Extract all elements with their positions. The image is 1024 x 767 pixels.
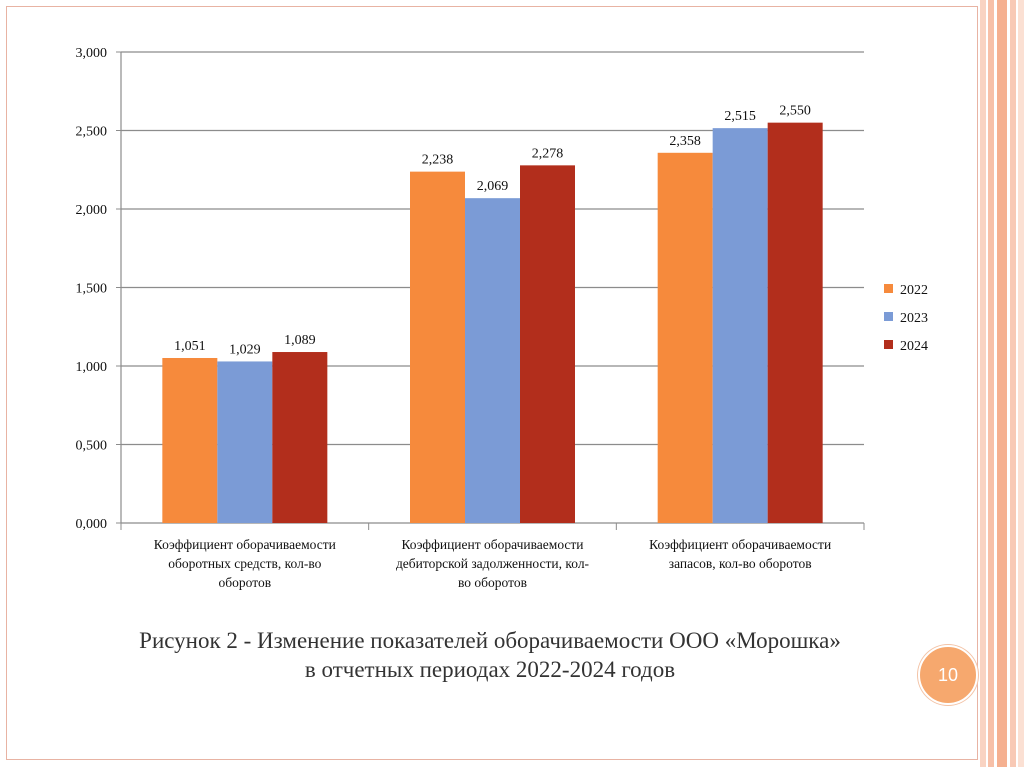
bar-2024 [272,352,328,523]
x-category-label: оборотных средств, кол-во [168,556,321,571]
decorative-side-stripes [980,0,1024,767]
x-axis-categories: Коэффициент оборачиваемости оборотных сре… [154,537,831,590]
x-category-label: оборотов [219,575,272,590]
legend-label-2023: 2023 [900,311,928,326]
y-tick-label: 0,500 [76,439,108,454]
data-label-2023: 1,029 [229,342,261,357]
data-label-2024: 1,089 [284,333,316,348]
x-category-label: запасов, кол-во оборотов [669,556,812,571]
data-label-2022: 2,358 [669,134,701,149]
bar-2022 [162,357,218,523]
x-category-label: Коэффициент оборачиваемости [154,537,336,552]
legend-swatch-2024 [884,340,893,349]
x-category-label: Коэффициент оборачиваемости [649,537,831,552]
legend: 2022 2023 2024 [884,283,928,354]
legend-swatch-2022 [884,284,893,293]
legend-swatch-2023 [884,312,893,321]
figure-caption: Рисунок 2 - Изменение показателей оборач… [60,626,920,684]
x-category-label: Коэффициент оборачиваемости [401,537,583,552]
data-label-2023: 2,515 [724,109,756,124]
y-tick-label: 2,500 [76,125,108,140]
data-label-2024: 2,278 [532,146,564,161]
y-axis-ticks: 0,000 0,500 1,000 1,500 2,000 2,500 3,000 [76,46,121,532]
data-label-2024: 2,550 [779,104,811,119]
data-labels: 1,051 1,029 1,089 2,238 2,069 2,278 2,358 2,515… [174,104,811,358]
caption-line-1: Рисунок 2 - Изменение показателей оборач… [139,628,841,653]
y-tick-label: 0,000 [76,517,108,532]
bar-2023 [465,198,520,524]
legend-label-2022: 2022 [900,283,928,298]
data-label-2023: 2,069 [477,179,509,194]
bar-2024 [767,122,823,524]
y-tick-label: 1,000 [76,360,108,375]
caption-line-2: в отчетных периодах 2022-2024 годов [304,657,676,682]
data-label-2022: 1,051 [174,339,206,354]
bar-chart: 0,000 0,500 1,000 1,500 2,000 2,500 3,000 1,05… [76,46,929,590]
x-category-label: во оборотов [458,575,527,590]
bar-2023 [712,128,768,523]
bar-2022 [410,171,465,523]
bar-2024 [520,165,575,523]
slide-frame [6,6,978,760]
y-tick-label: 3,000 [76,46,108,61]
bar-2023 [217,361,273,523]
legend-label-2024: 2024 [900,339,928,354]
page-number-badge: 10 [918,645,978,705]
bars [162,122,823,524]
x-category-label: дебиторской задолженности, кол- [396,556,590,571]
y-tick-label: 1,500 [76,282,108,297]
data-label-2022: 2,238 [422,153,454,168]
y-tick-label: 2,000 [76,203,108,218]
bar-2022 [657,152,713,523]
